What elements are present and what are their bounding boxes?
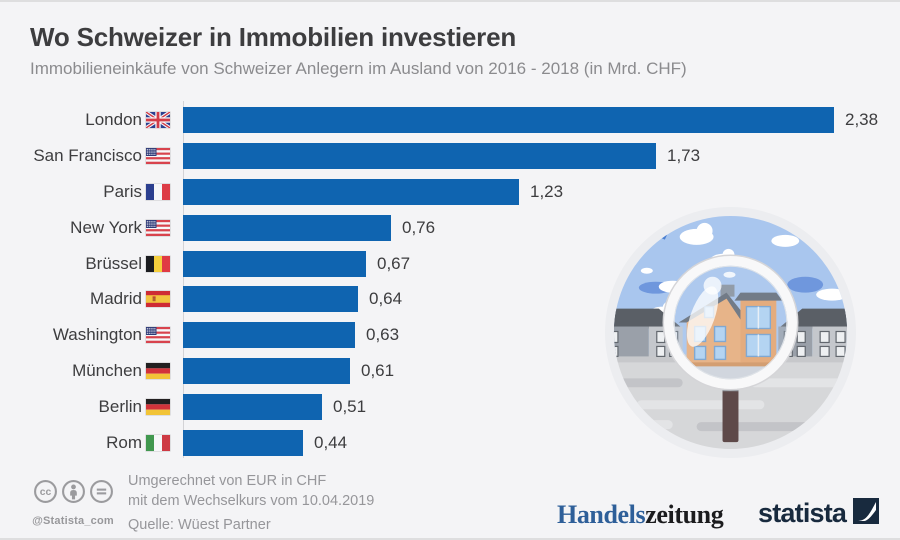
value-label: 0,61 — [361, 361, 395, 381]
bar — [183, 142, 656, 169]
bar-track: 0,67 — [183, 250, 890, 277]
country-flag-icon — [146, 363, 170, 380]
city-label: London — [85, 110, 142, 129]
bar-track: 0,51 — [183, 394, 890, 421]
bar-track: 0,64 — [183, 286, 890, 313]
axis-line — [183, 101, 184, 458]
value-label: 0,63 — [366, 325, 400, 345]
bar — [183, 322, 355, 349]
attribution-icon — [61, 479, 86, 509]
chart-row: Washington 0,63 — [30, 322, 890, 349]
page-title: Wo Schweizer in Immobilien investieren — [30, 22, 517, 52]
country-flag-icon — [146, 183, 170, 200]
cc-icon: cc — [33, 479, 58, 509]
city-label: San Francisco — [33, 145, 142, 165]
chart-row: Brüssel 0,67 — [30, 250, 890, 277]
chart-row: San Francisco 1,73 — [30, 142, 890, 169]
bar-track: 2,38 — [183, 107, 890, 133]
magnifier-handle — [722, 384, 739, 443]
bar — [183, 250, 366, 277]
statista-logo-icon — [853, 498, 880, 529]
chart-rows: London 2,38 San Francisco 1,73 Paris 1,2… — [30, 107, 890, 457]
country-flag-icon — [146, 219, 170, 236]
bar — [183, 214, 391, 241]
bar — [183, 394, 322, 421]
publisher-logo-part2: zeitung — [645, 500, 724, 529]
svg-text:cc: cc — [39, 487, 51, 498]
chart-row: Madrid 0,64 — [30, 286, 890, 313]
bar — [183, 107, 834, 133]
chart-row: London 2,38 — [30, 107, 890, 133]
value-label: 1,73 — [667, 145, 701, 165]
statista-logo: statista — [758, 498, 880, 529]
bar-track: 0,44 — [183, 430, 890, 457]
city-label: Berlin — [98, 397, 142, 417]
note-line-2: mit dem Wechselkurs vom 10.04.2019 — [128, 493, 375, 509]
statista-handle: @Statista_com — [32, 515, 114, 527]
chart-row: Paris 1,23 — [30, 178, 890, 205]
bar — [183, 430, 303, 457]
country-flag-icon — [146, 291, 170, 308]
value-label: 0,67 — [377, 253, 411, 273]
chart-row: Berlin 0,51 — [30, 394, 890, 421]
license-block: cc @Statista_com — [31, 479, 115, 527]
country-flag-icon — [146, 435, 170, 452]
houses-under-magnifier-illustration — [601, 203, 860, 462]
bar — [183, 286, 358, 313]
value-label: 0,76 — [402, 217, 436, 237]
value-label: 0,64 — [369, 289, 403, 309]
chart-row: München 0,61 — [30, 358, 890, 385]
bar — [183, 178, 519, 205]
city-label: New York — [70, 217, 142, 237]
country-flag-icon — [146, 147, 170, 164]
footnotes: Umgerechnet von EUR in CHF mit dem Wechs… — [128, 471, 374, 535]
city-label: München — [72, 361, 142, 381]
country-flag-icon — [146, 112, 170, 128]
country-flag-icon — [146, 399, 170, 416]
publisher-logo-part1: Handels — [557, 500, 646, 529]
value-label: 0,51 — [333, 397, 367, 417]
chart-row: New York 0,76 — [30, 214, 890, 241]
bar-track: 0,63 — [183, 322, 890, 349]
bar — [183, 358, 350, 385]
source-label: Quelle: Wüest Partner — [128, 517, 271, 533]
gray-house-left — [613, 308, 683, 358]
handelszeitung-logo: Handelszeitung — [557, 500, 724, 530]
statista-logo-text: statista — [758, 498, 847, 528]
value-label: 0,44 — [314, 433, 348, 453]
city-label: Rom — [106, 433, 142, 453]
note-line-1: Umgerechnet von EUR in CHF — [128, 473, 327, 489]
bar-track: 1,23 — [183, 178, 890, 205]
magnifier-glass — [662, 254, 799, 391]
page-subtitle: Immobilieneinkäufe von Schweizer Anleger… — [30, 59, 687, 78]
value-label: 2,38 — [845, 110, 879, 129]
city-label: Paris — [103, 181, 142, 201]
city-label: Brüssel — [85, 253, 142, 273]
city-label: Washington — [52, 325, 142, 345]
value-label: 1,23 — [530, 181, 564, 201]
chart-row: Rom 0,44 — [30, 430, 890, 457]
bar-track: 1,73 — [183, 142, 890, 169]
country-flag-icon — [146, 255, 170, 272]
bar-track: 0,61 — [183, 358, 890, 385]
country-flag-icon — [146, 327, 170, 344]
city-label: Madrid — [90, 289, 142, 309]
bar-chart: London 2,38 San Francisco 1,73 Paris 1,2… — [30, 107, 890, 457]
no-derivatives-icon — [89, 479, 114, 509]
bar-track: 0,76 — [183, 214, 890, 241]
